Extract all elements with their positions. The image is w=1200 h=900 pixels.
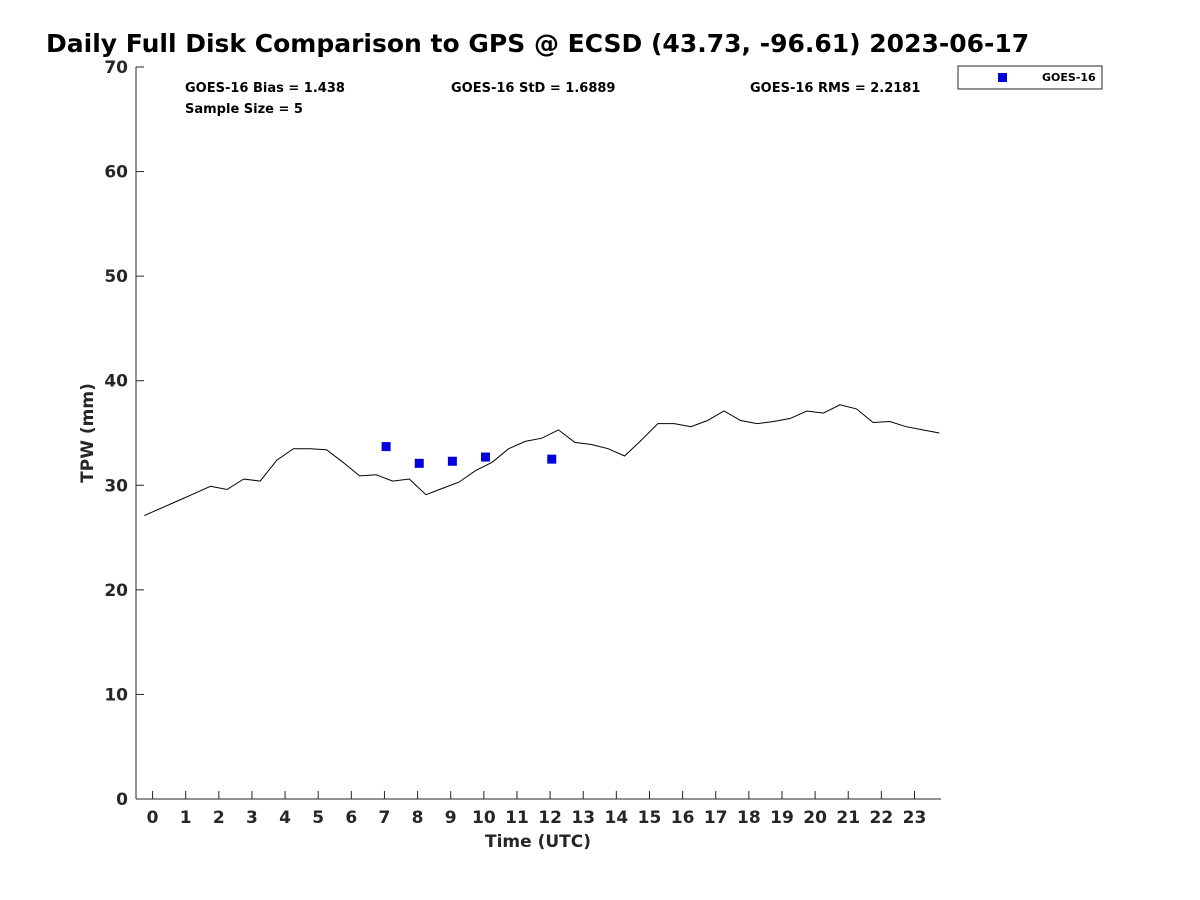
x-tick-label: 10 — [472, 808, 496, 828]
x-tick-label: 6 — [345, 808, 357, 828]
x-tick-label: 19 — [770, 808, 794, 828]
x-tick-label: 20 — [803, 808, 827, 828]
x-tick-label: 8 — [412, 808, 424, 828]
x-tick-label: 14 — [605, 808, 629, 828]
gps-series-layer — [144, 404, 940, 517]
x-axis-label: Time (UTC) — [485, 832, 591, 852]
x-tick-label: 21 — [836, 808, 860, 828]
x-tick-label: 16 — [671, 808, 695, 828]
x-tick-label: 13 — [571, 808, 595, 828]
y-tick-label: 40 — [104, 372, 128, 392]
goes16-point — [381, 442, 391, 452]
x-tick-label: 17 — [704, 808, 728, 828]
x-tick-label: 1 — [180, 808, 192, 828]
y-tick-label: 20 — [104, 581, 128, 601]
x-tick-label: 9 — [445, 808, 457, 828]
x-tick-label: 2 — [213, 808, 225, 828]
stat-bias: GOES-16 Bias = 1.438 — [185, 81, 345, 96]
x-ticks: 0 1 2 3 4 5 6 7 8 9 10 11 12 13 14 15 16 17 18 19 20 21 22 23 — [147, 791, 927, 828]
x-tick-label: 23 — [903, 808, 927, 828]
y-tick-label: 0 — [116, 790, 128, 810]
y-tick-label: 50 — [104, 267, 128, 287]
goes16-point — [547, 454, 557, 464]
x-tick-label: 3 — [246, 808, 258, 828]
x-tick-label: 7 — [379, 808, 391, 828]
y-ticks: 0 10 20 30 40 50 60 70 — [104, 58, 144, 810]
x-tick-label: 5 — [312, 808, 324, 828]
legend-box — [957, 65, 1103, 90]
y-axis-label: TPW (mm) — [78, 383, 98, 483]
gps-tpw-line — [144, 404, 940, 517]
legend-marker-goes16 — [998, 73, 1007, 82]
goes16-point — [480, 452, 490, 462]
x-tick-label: 12 — [538, 808, 562, 828]
x-tick-label: 4 — [279, 808, 291, 828]
x-tick-label: 18 — [737, 808, 761, 828]
goes16-point — [414, 458, 424, 468]
x-tick-label: 15 — [638, 808, 662, 828]
x-tick-label: 11 — [505, 808, 529, 828]
chart-title: Daily Full Disk Comparison to GPS @ ECSD… — [46, 29, 1030, 58]
stat-std: GOES-16 StD = 1.6889 — [451, 81, 615, 96]
goes16-series-layer — [381, 442, 557, 468]
y-tick-label: 10 — [104, 685, 128, 705]
goes16-point — [447, 456, 457, 466]
x-tick-label: 22 — [870, 808, 894, 828]
y-tick-label: 30 — [104, 476, 128, 496]
legend-label-goes16: GOES-16 — [1042, 71, 1096, 84]
y-tick-label: 60 — [104, 163, 128, 183]
x-tick-label: 0 — [147, 808, 159, 828]
axes — [135, 67, 941, 800]
stat-sample-size: Sample Size = 5 — [185, 102, 303, 117]
legend: GOES-16 — [957, 65, 1103, 90]
y-tick-label: 70 — [104, 58, 128, 78]
stat-rms: GOES-16 RMS = 2.2181 — [750, 81, 920, 96]
